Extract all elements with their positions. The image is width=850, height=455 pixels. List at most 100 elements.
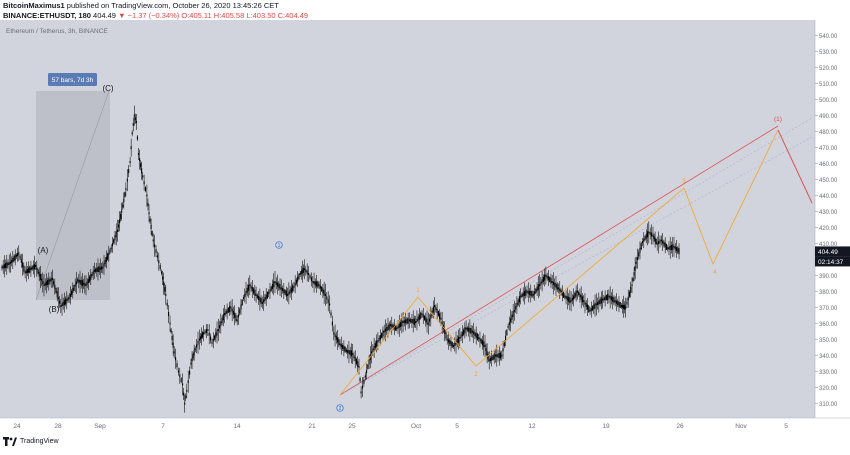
candle-body [121,210,123,213]
candle-body [353,355,355,359]
candle-body [599,299,601,305]
candle-body [48,278,50,285]
orange-wave-path [339,129,779,396]
candle-body [294,282,296,286]
x-tick-label: 25 [348,423,356,430]
x-tick-label: 7 [161,423,165,430]
candle-body [656,242,658,245]
candle-body [19,255,21,259]
candle-body [293,285,295,288]
last-price-tag [815,246,850,257]
candle-body [583,300,585,303]
symbol-text[interactable]: BINANCE:ETHUSDT, 180 [3,11,91,20]
candle-body [562,291,565,298]
candle-body [345,349,347,352]
candle-body [135,121,137,123]
candle-body [557,287,560,290]
author-name[interactable]: BitcoinMaximus1 [3,1,65,10]
y-tick-label: 440.00 [819,194,838,200]
candle-body [352,353,354,355]
candle-body [636,257,639,261]
candle-body [426,318,428,325]
candle-body [193,350,195,356]
candle-body [169,322,171,325]
candle-body [654,237,656,242]
candle-body [244,293,246,297]
candle-body [527,290,529,294]
candle-body [574,292,576,298]
candle-body [37,269,39,274]
wave-label-b: (B) [49,305,60,314]
candle-body [626,301,628,305]
candle-body [497,353,499,358]
candle-body [66,299,68,302]
candle-body [259,297,261,303]
candle-body [22,262,24,268]
candle-body [212,338,214,342]
candle-body [14,254,16,261]
candle-body [609,295,611,299]
candle-body [240,304,242,310]
candle-body [534,291,536,295]
blue-count-circle-2 [336,404,344,412]
published-text: published on TradingView.com, October 26… [66,1,279,10]
candle-body [245,290,247,295]
candle-body [289,289,291,294]
candle-body [586,304,589,310]
candle-body [148,212,150,215]
candle-body [456,338,458,344]
candle-body [597,301,599,305]
candle-body [220,321,222,326]
candle-body [407,317,409,324]
candle-body [502,348,504,352]
candle-body [337,337,339,343]
candle-body [550,277,552,284]
candle-body [450,340,452,346]
measure-diagonal [35,90,110,301]
candle-body [42,280,44,284]
candle-body [488,359,490,362]
candle-body [464,327,466,334]
candle-body [623,304,625,309]
y-tick-label: 370.00 [819,306,838,312]
candle-body [526,290,528,293]
candle-body [162,276,164,280]
candle-body [576,290,578,293]
candle-body [55,287,57,293]
candle-body [486,351,488,356]
tradingview-logo[interactable]: TradingView [3,437,59,446]
candle-body [388,323,390,330]
y-tick-label: 460.00 [819,162,838,168]
candle-body [273,281,275,288]
candle-body [435,307,437,311]
candle-body [25,270,27,274]
candle-body [619,302,621,309]
candle-body [400,322,402,328]
candle-body [584,301,586,305]
candle-body [87,279,89,284]
candle-body [664,242,666,248]
candle-body [13,256,15,262]
candle-body [602,298,604,301]
candle-body [32,265,34,270]
candle-body [318,284,320,287]
candle-body [542,276,544,282]
candle-body [125,188,127,191]
candle-body [184,402,186,405]
candle-body [620,305,623,307]
candle-body [165,293,167,296]
candle-body [176,363,178,368]
candle-body [26,268,28,273]
candle-body [54,284,56,289]
candle-body [663,241,665,246]
candle-body [20,258,22,263]
x-tick-label: 26 [676,423,684,430]
candle-body [323,289,325,296]
blue-count-2: 2 [339,406,342,412]
candle-body [122,204,124,208]
candle-body [278,283,280,289]
candle-body [660,239,662,242]
candle-body [12,258,14,263]
